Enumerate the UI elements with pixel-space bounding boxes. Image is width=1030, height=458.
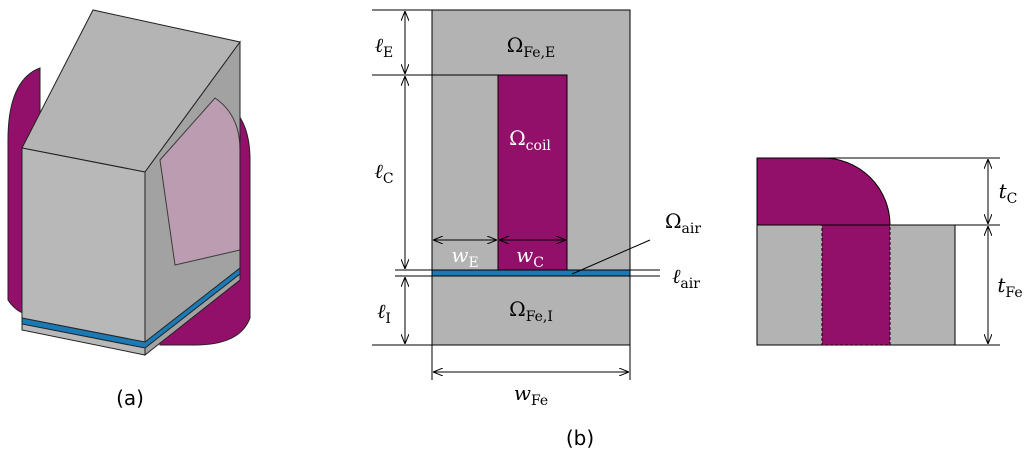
label-subscript: I (385, 311, 391, 327)
coil (498, 75, 567, 270)
caption: (b) (566, 426, 594, 450)
figure: (a)(b)ΩFe,EΩcoilΩFe,IΩairℓEℓCℓIℓairwEwCw… (0, 0, 1030, 458)
transformer-3d (8, 10, 250, 355)
label-subscript: E (383, 45, 393, 61)
label-subscript: air (682, 221, 702, 237)
label: ℓI (377, 299, 391, 327)
label-subscript: Fe (531, 393, 548, 409)
label-symbol: Ω (665, 209, 682, 233)
label-subscript: C (1007, 191, 1018, 207)
label: tC (999, 179, 1018, 207)
label-symbol: Ω (507, 33, 524, 57)
caption: (a) (116, 386, 144, 410)
label-subscript: coil (526, 138, 552, 154)
label: ℓair (672, 264, 700, 292)
label: Ωair (665, 209, 701, 237)
label: wFe (514, 381, 548, 409)
label-subscript: Fe,I (526, 309, 553, 325)
side-view (757, 158, 1000, 345)
page: {"captions": {"a": "(a)", "b": "(b)"}, "… (0, 0, 1030, 458)
label-subscript: air (680, 276, 700, 292)
label-symbol: w (516, 243, 533, 267)
label-symbol: w (451, 243, 468, 267)
coil-end (757, 158, 890, 225)
label-subscript: E (468, 255, 478, 271)
label: ℓE (375, 33, 394, 61)
label-subscript: C (383, 171, 394, 187)
label-subscript: Fe,E (523, 45, 555, 61)
air-gap (432, 270, 630, 276)
label: tFe (997, 273, 1022, 301)
label-subscript: Fe (1005, 285, 1022, 301)
label-subscript: C (533, 255, 544, 271)
label: ℓC (374, 159, 393, 187)
cross-section (372, 10, 660, 380)
coil-side (822, 225, 890, 345)
label-symbol: w (514, 381, 531, 405)
label-symbol: Ω (509, 297, 526, 321)
label-symbol: Ω (509, 126, 526, 150)
